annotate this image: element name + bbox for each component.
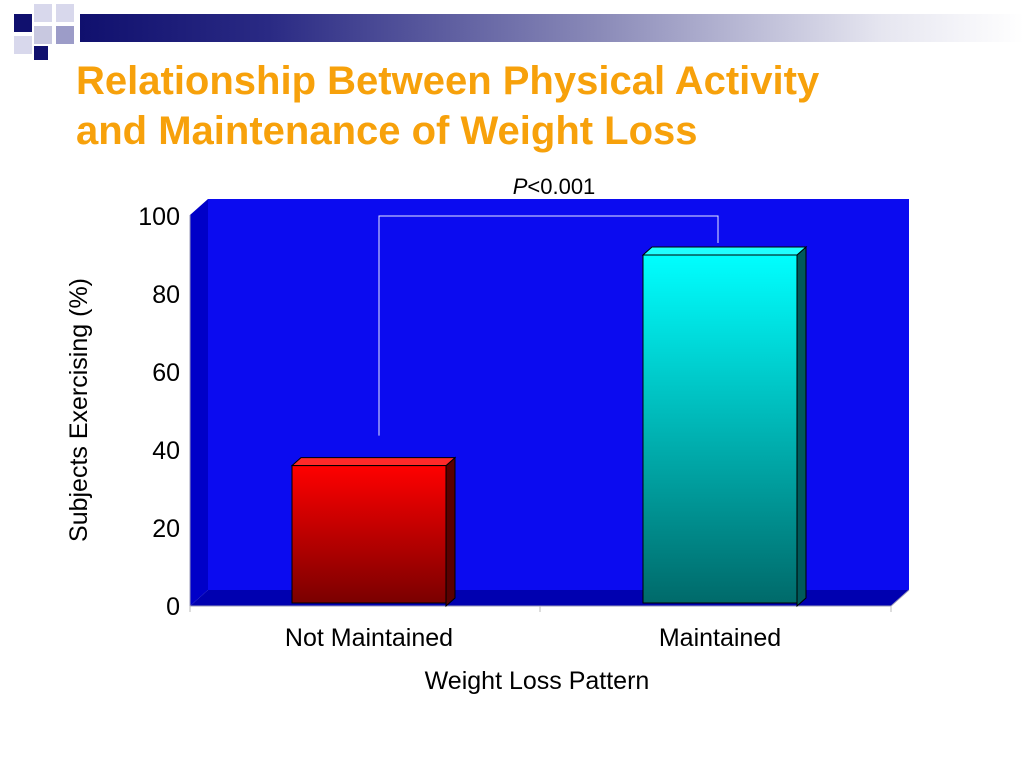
bar-top bbox=[641, 246, 808, 256]
y-tick-labels: 0 20 40 60 80 100 bbox=[138, 203, 180, 621]
bars bbox=[290, 245, 808, 608]
annotation-p: P bbox=[513, 174, 528, 199]
bar-front bbox=[291, 465, 447, 604]
deco-square-light-4 bbox=[14, 36, 32, 54]
annotation-value: <0.001 bbox=[527, 174, 595, 199]
x-axis-floor-edge bbox=[890, 589, 910, 607]
y-tick-label: 20 bbox=[152, 515, 180, 543]
deco-square-navy-bottom bbox=[34, 46, 48, 60]
x-tick-label: Not Maintained bbox=[285, 624, 453, 652]
y-tick-label: 100 bbox=[138, 203, 180, 231]
slide-title-line-2: and Maintenance of Weight Loss bbox=[76, 109, 698, 153]
x-tick-label: Maintained bbox=[659, 624, 781, 652]
bar-top bbox=[290, 457, 457, 467]
deco-square-light-3 bbox=[34, 26, 52, 44]
deco-square-navy-top bbox=[14, 14, 32, 32]
deco-square-light-1 bbox=[34, 4, 52, 22]
y-tick-label: 40 bbox=[152, 437, 180, 465]
slide-title: Relationship Between Physical Activity a… bbox=[76, 56, 976, 156]
plot-side-wall bbox=[190, 199, 208, 606]
header-gradient-bar bbox=[80, 14, 1024, 42]
bar-side bbox=[445, 456, 456, 608]
slide-title-line-1: Relationship Between Physical Activity bbox=[76, 59, 820, 103]
y-axis-title: Subjects Exercising (%) bbox=[65, 278, 93, 542]
bar-maintained bbox=[641, 245, 808, 608]
y-tick-label: 60 bbox=[152, 359, 180, 387]
x-tick-labels: Not Maintained Maintained bbox=[285, 624, 781, 652]
deco-square-mid bbox=[56, 26, 74, 44]
significance-bracket bbox=[378, 215, 719, 436]
y-tick-label: 0 bbox=[166, 593, 180, 621]
y-tick-label: 80 bbox=[152, 281, 180, 309]
deco-square-light-2 bbox=[56, 4, 74, 22]
x-axis-title: Weight Loss Pattern bbox=[425, 667, 650, 695]
bar-side bbox=[796, 245, 807, 608]
bar-not-maintained bbox=[290, 456, 457, 608]
corner-squares-decoration bbox=[14, 4, 74, 60]
bar-front bbox=[642, 254, 798, 604]
significance-annotation: P<0.001 bbox=[513, 174, 596, 199]
